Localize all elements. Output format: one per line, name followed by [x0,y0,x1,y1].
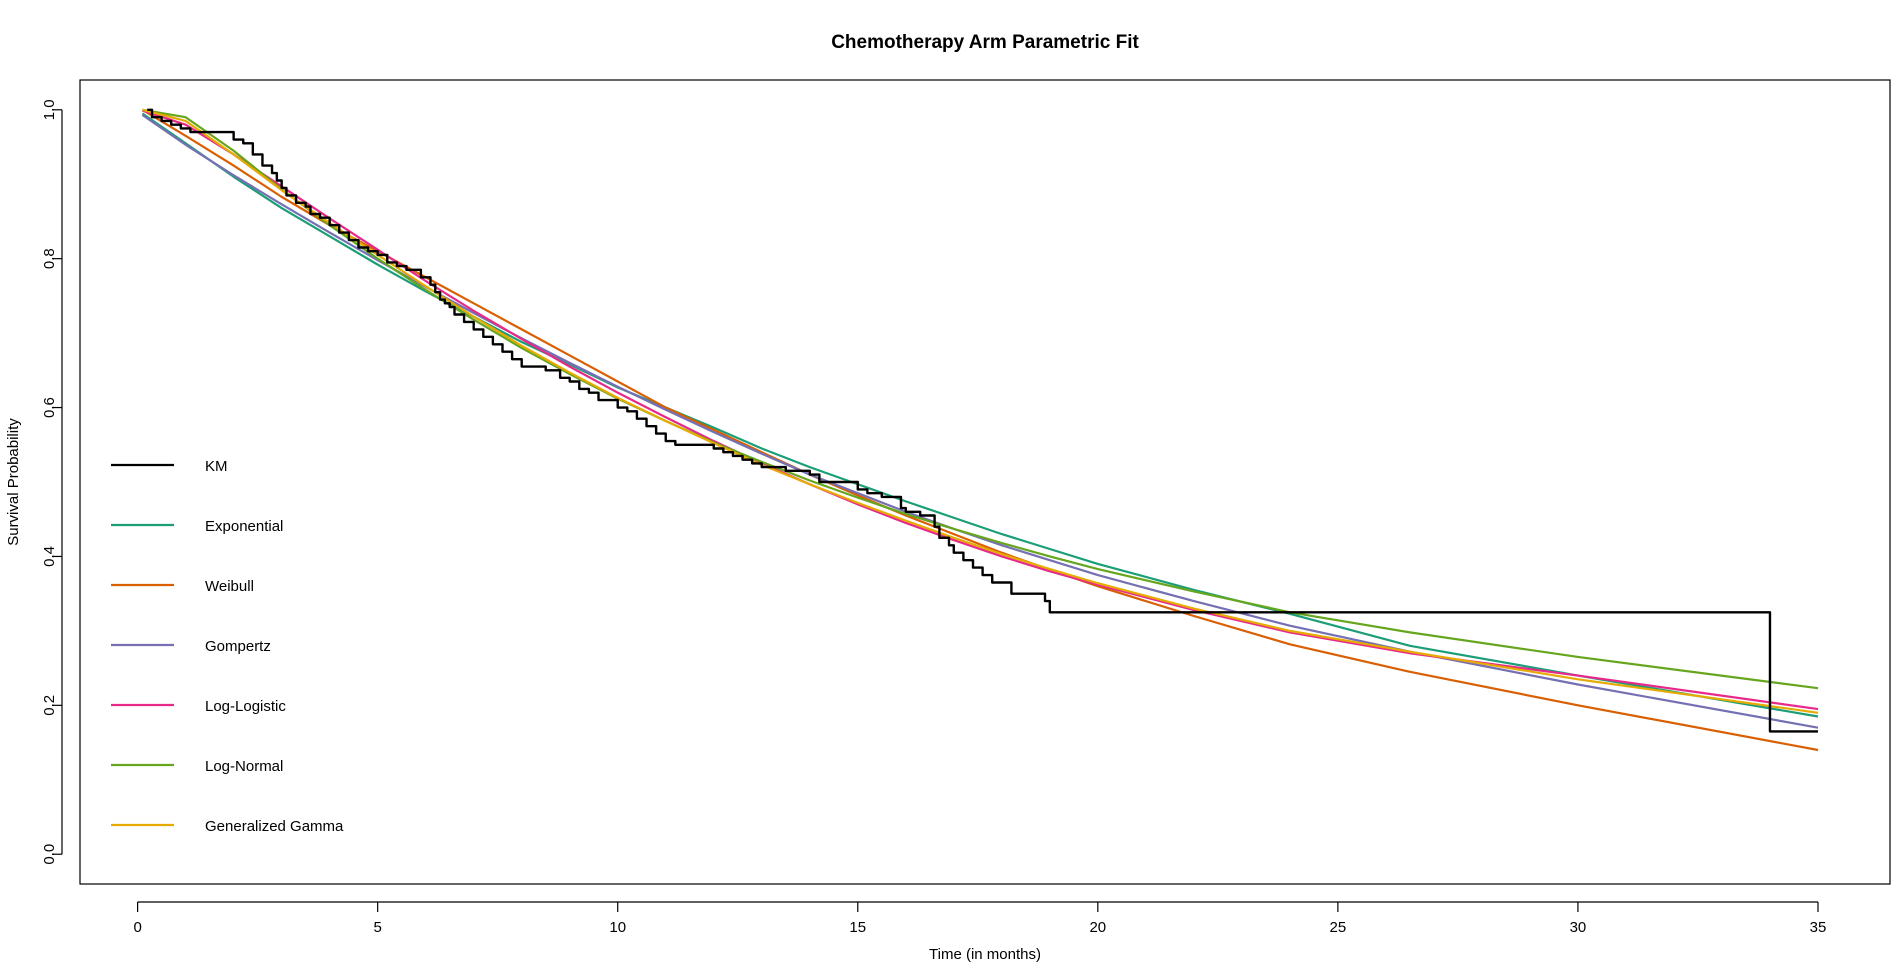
y-tick-label: 0.8 [41,248,58,269]
legend-label-log-normal: Log-Normal [205,758,283,775]
y-axis: 0.0 0.2 0.4 0.6 0.8 1.0 [41,99,63,865]
x-axis: 0 5 10 15 20 25 30 35 [133,901,1827,936]
legend-label-gompertz: Gompertz [205,638,271,655]
series-line-weibull [141,108,1819,752]
y-tick-label: 0.6 [41,397,58,418]
y-axis-title: Survival Probability [5,418,22,546]
legend-label-km: KM [205,458,228,475]
legend: KM Exponential Weibull Gompertz Log-Logistic… [111,458,344,835]
series-line-log-logistic [142,109,1819,711]
series-line-generalized-gamma [142,108,1819,714]
x-tick-label: 15 [849,919,866,936]
series-line-gompertz [141,114,1819,729]
x-axis-title: Time (in months) [929,946,1041,963]
legend-label-generalized-gamma: Generalized Gamma [205,818,344,835]
x-tick-label: 5 [373,919,381,936]
plot-frame [79,79,1891,885]
series-layer [141,108,1819,752]
series-line-exponential [141,112,1819,718]
x-tick-label: 30 [1570,919,1587,936]
x-tick-label: 35 [1810,919,1827,936]
y-tick-label: 0.0 [41,844,58,865]
x-tick-label: 20 [1089,919,1106,936]
legend-label-weibull: Weibull [205,578,254,595]
y-tick-label: 1.0 [41,99,58,120]
y-tick-label: 0.4 [41,546,58,567]
legend-label-exponential: Exponential [205,518,283,535]
x-tick-label: 25 [1330,919,1347,936]
x-tick-label: 0 [133,919,141,936]
chart-title: Chemotherapy Arm Parametric Fit [831,32,1139,53]
y-tick-label: 0.2 [41,695,58,716]
series-line-km [147,108,1818,733]
x-tick-label: 10 [609,919,626,936]
legend-label-log-logistic: Log-Logistic [205,698,286,715]
series-line-log-normal [142,108,1819,690]
